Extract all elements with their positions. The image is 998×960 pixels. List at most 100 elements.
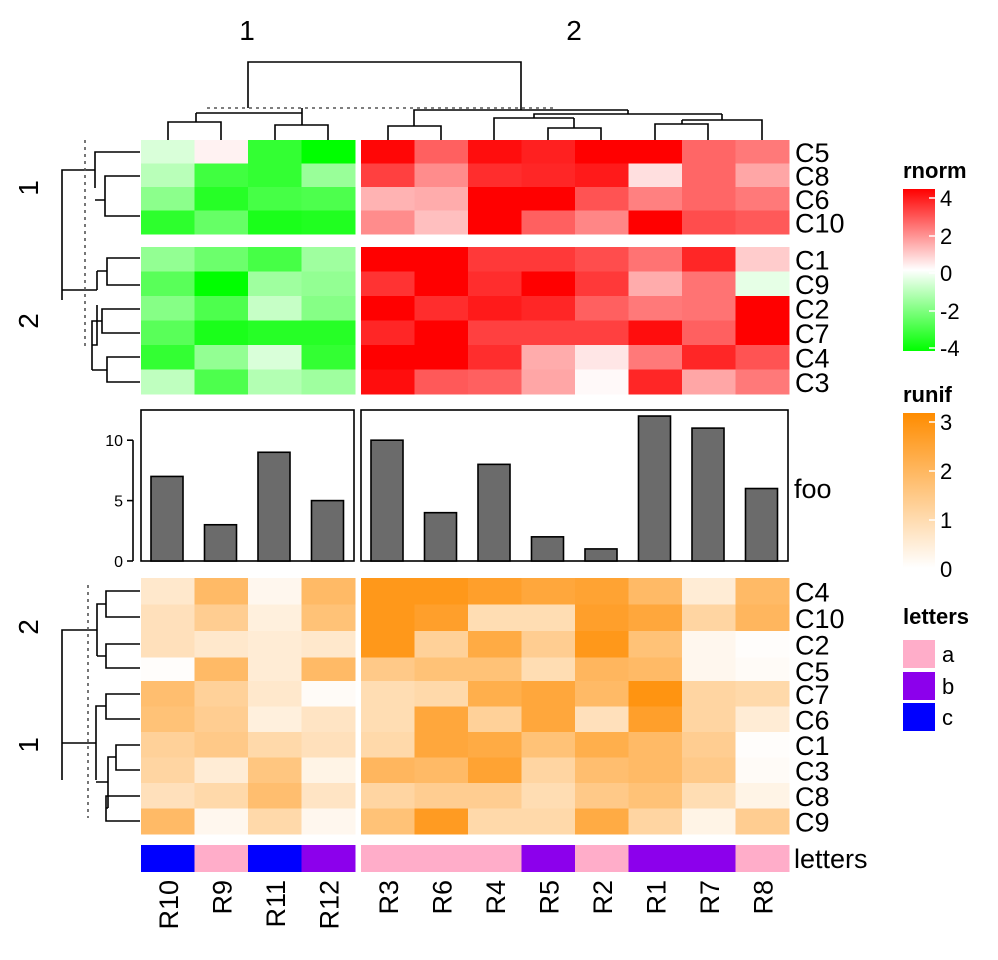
runif-cell (628, 631, 683, 658)
rnorm-cell (361, 271, 415, 297)
rnorm-cell (301, 140, 356, 164)
letters-cell (194, 845, 249, 872)
rnorm-cell (361, 320, 415, 346)
foo-barplot-annotation: 0 5 10 (105, 409, 789, 571)
rnorm-cell (521, 163, 576, 188)
runif-cell (248, 783, 302, 809)
runif-cell (521, 604, 576, 632)
letters-cell (735, 845, 790, 872)
letters-legend-label: c (942, 705, 953, 730)
runif-cell (575, 706, 629, 733)
runif-cell (141, 706, 195, 733)
letters-legend-label: a (942, 642, 955, 667)
column-label: R10 (154, 880, 184, 930)
runif-cell (194, 732, 249, 758)
rnorm-cell (194, 271, 249, 297)
rnorm-cell (735, 247, 790, 272)
letters-cell (141, 845, 195, 872)
runif-cell (361, 604, 415, 632)
runif-cell (194, 604, 249, 632)
runif-cell (521, 783, 576, 809)
runif-cell (735, 757, 790, 784)
rnorm-cell (468, 140, 522, 164)
rnorm-cell (361, 345, 415, 370)
runif-cell (361, 631, 415, 658)
rnorm-cell (468, 345, 522, 370)
rnorm-cell (248, 247, 302, 272)
runif-cell (735, 808, 790, 835)
rnorm-cell (248, 369, 302, 395)
rnorm-cell (248, 320, 302, 346)
runif-cell (194, 681, 249, 707)
column-label: R5 (534, 880, 564, 915)
foo-bar (257, 451, 291, 562)
rnorm-row-label: C10 (795, 208, 845, 238)
runif-cell (414, 657, 469, 685)
letters-cell (301, 845, 356, 872)
runif-cell (301, 783, 356, 809)
runif-cell (194, 757, 249, 784)
rnorm-cell (735, 271, 790, 297)
runif-cell (414, 578, 469, 605)
rnorm-cell (521, 369, 576, 395)
runif-row-dendrogram (61, 585, 140, 822)
rnorm-cell (361, 140, 415, 164)
runif-cell (521, 808, 576, 835)
rnorm-cell (301, 187, 356, 211)
rnorm-cell (735, 210, 790, 235)
runif-cell (301, 578, 356, 605)
rnorm-cell (628, 247, 683, 272)
rnorm-cell (141, 163, 195, 188)
runif-cell (248, 631, 302, 658)
runif-row-label: C5 (795, 657, 830, 687)
runif-cell (361, 732, 415, 758)
rnorm-cell (301, 369, 356, 395)
rnorm-cell (248, 140, 302, 164)
runif-cell (361, 657, 415, 685)
rnorm-row-split-titles: 12 (13, 180, 44, 329)
runif-cell (575, 732, 629, 758)
runif-cell (141, 757, 195, 784)
rnorm-cell (141, 296, 195, 321)
letters-annotation (141, 845, 790, 872)
runif-cell (361, 681, 415, 707)
runif-cell (682, 732, 736, 758)
letters-cell (361, 845, 415, 872)
foo-bar (310, 499, 345, 562)
runif-cell (628, 578, 683, 605)
runif-cell (468, 657, 522, 685)
rnorm-cell (682, 140, 736, 164)
runif-cell (248, 578, 302, 605)
runif-cell (628, 757, 683, 784)
rnorm-cell (141, 369, 195, 395)
runif-cell (141, 681, 195, 707)
rnorm-cell (682, 187, 736, 211)
letters-cell (521, 845, 576, 872)
rnorm-legend-tick-label: -4 (940, 336, 960, 361)
rnorm-cell (141, 247, 195, 272)
rnorm-cell (521, 140, 576, 164)
rnorm-cell (194, 210, 249, 235)
column-label: R2 (588, 880, 618, 915)
runif-legend-tick-label: 0 (940, 557, 952, 582)
foo-bar (370, 439, 404, 562)
rnorm-cell (575, 345, 629, 370)
runif-cell (194, 783, 249, 809)
rnorm-cell (682, 247, 736, 272)
column-split-title: 1 (239, 15, 255, 46)
rnorm-cell (521, 187, 576, 211)
runif-cell (468, 578, 522, 605)
rnorm-cell (248, 271, 302, 297)
runif-cell (301, 631, 356, 658)
column-label: R1 (641, 880, 671, 915)
rnorm-cell (141, 187, 195, 211)
rnorm-cell (628, 369, 683, 395)
runif-cell (735, 706, 790, 733)
runif-cell (248, 681, 302, 707)
rnorm-cell (575, 210, 629, 235)
runif-cell (414, 681, 469, 707)
runif-cell (301, 808, 356, 835)
rnorm-row-label: C6 (795, 185, 830, 215)
